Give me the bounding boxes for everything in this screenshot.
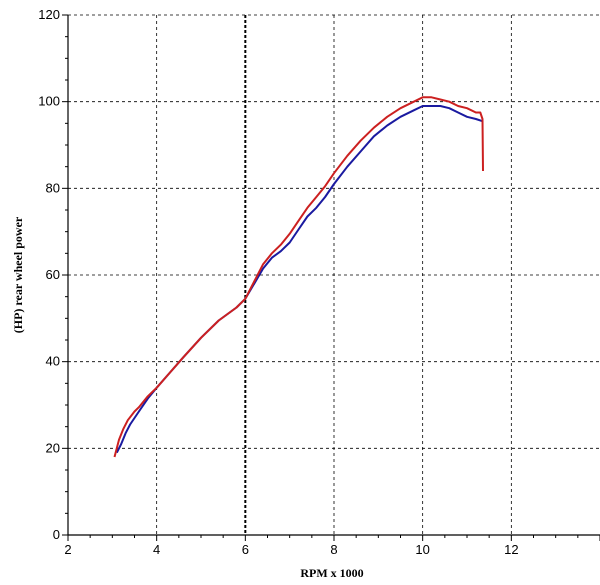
grid-layer xyxy=(68,14,600,535)
y-tick-label: 120 xyxy=(38,7,60,22)
y-tick-label: 20 xyxy=(46,440,60,455)
series-line-1 xyxy=(115,105,483,454)
y-tick-label: 40 xyxy=(46,354,60,369)
x-tick-label: 2 xyxy=(64,542,71,557)
x-tick-label: 10 xyxy=(415,542,429,557)
series-line-2 xyxy=(113,96,484,458)
axis-layer xyxy=(62,14,600,541)
y-tick-label: 0 xyxy=(53,527,60,542)
x-tick-label: 8 xyxy=(330,542,337,557)
x-axis-title: RPM x 1000 xyxy=(300,566,363,580)
y-tick-label: 60 xyxy=(46,267,60,282)
series-layer xyxy=(113,96,484,458)
y-axis-title: (HP) rear wheel power xyxy=(11,216,25,333)
y-tick-label: 100 xyxy=(38,94,60,109)
x-tick-label: 4 xyxy=(153,542,160,557)
x-tick-label: 12 xyxy=(504,542,518,557)
y-tick-label: 80 xyxy=(46,180,60,195)
x-tick-label: 6 xyxy=(242,542,249,557)
